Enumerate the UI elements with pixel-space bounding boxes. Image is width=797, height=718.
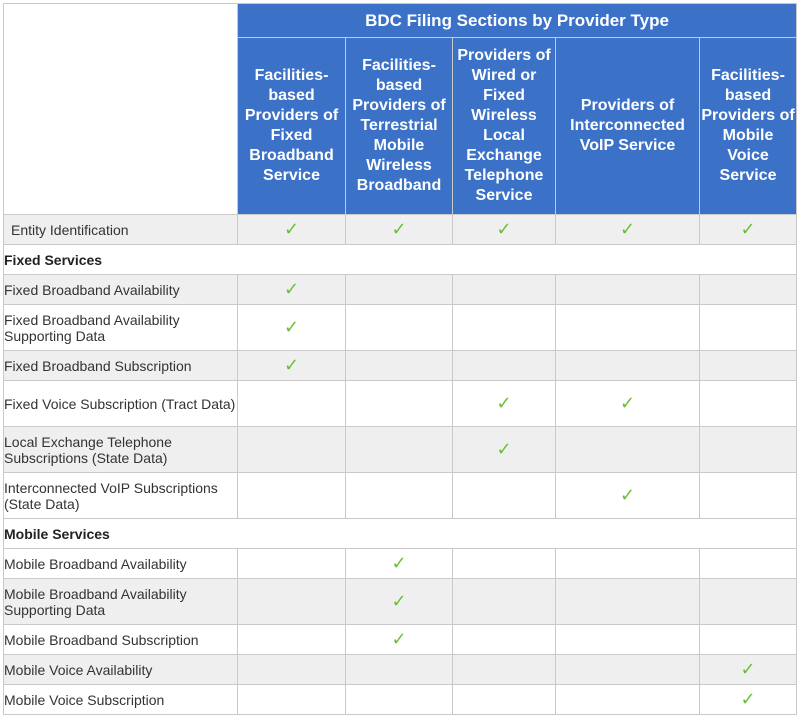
empty-cell [555, 548, 700, 579]
table-row: Fixed Voice Subscription (Tract Data) ✓ ✓ [3, 380, 797, 427]
table-row: Entity Identification ✓ ✓ ✓ ✓ ✓ [3, 214, 797, 245]
table-row: Mobile Broadband Availability ✓ [3, 548, 797, 579]
empty-cell [555, 304, 700, 351]
empty-cell [452, 654, 556, 685]
table-row: Mobile Broadband Availability Supporting… [3, 578, 797, 625]
group-title: BDC Filing Sections by Provider Type [236, 3, 797, 38]
empty-cell [555, 684, 700, 715]
bdc-filing-table: BDC Filing Sections by Provider Type Fac… [2, 3, 797, 715]
checkmark-icon: ✓ [698, 214, 797, 245]
row-label: Mobile Voice Subscription [3, 684, 238, 715]
row-label: Fixed Broadband Availability Supporting … [3, 304, 238, 351]
row-label: Fixed Broadband Availability [3, 274, 238, 305]
empty-cell [345, 274, 453, 305]
empty-cell [345, 684, 453, 715]
checkmark-icon: ✓ [237, 274, 346, 305]
empty-cell [698, 578, 797, 625]
table-row: Fixed Broadband Availability ✓ [3, 274, 797, 305]
empty-cell [237, 654, 346, 685]
empty-cell [452, 684, 556, 715]
empty-cell [237, 380, 346, 427]
column-header-voip: Providers of Interconnected VoIP Service [555, 37, 700, 215]
checkmark-icon: ✓ [698, 684, 797, 715]
table-row: Fixed Broadband Subscription ✓ [3, 350, 797, 381]
empty-cell [452, 274, 556, 305]
row-label: Mobile Voice Availability [3, 654, 238, 685]
empty-cell [698, 380, 797, 427]
checkmark-icon: ✓ [452, 380, 556, 427]
empty-cell [237, 578, 346, 625]
empty-cell [452, 624, 556, 655]
empty-cell [237, 684, 346, 715]
checkmark-icon: ✓ [237, 214, 346, 245]
empty-cell [345, 380, 453, 427]
row-label: Mobile Broadband Subscription [3, 624, 238, 655]
checkmark-icon: ✓ [237, 350, 346, 381]
row-label: Entity Identification [3, 214, 238, 245]
checkmark-icon: ✓ [452, 426, 556, 473]
empty-cell [452, 304, 556, 351]
table-row: Mobile Broadband Subscription ✓ [3, 624, 797, 655]
empty-cell [698, 304, 797, 351]
section-label: Mobile Services [2, 518, 797, 549]
empty-cell [237, 548, 346, 579]
checkmark-icon: ✓ [345, 578, 453, 625]
table-row: Mobile Voice Availability ✓ [3, 654, 797, 685]
column-header-local-exchange: Providers of Wired or Fixed Wireless Loc… [452, 37, 556, 215]
empty-cell [698, 472, 797, 519]
empty-cell [452, 548, 556, 579]
empty-cell [345, 426, 453, 473]
table-row: Interconnected VoIP Subscriptions (State… [3, 472, 797, 519]
section-row: Mobile Services [2, 518, 797, 549]
row-label: Fixed Broadband Subscription [3, 350, 238, 381]
table-body: Entity Identification ✓ ✓ ✓ ✓ ✓ Fixed Services… [2, 214, 797, 715]
checkmark-icon: ✓ [698, 654, 797, 685]
checkmark-icon: ✓ [555, 380, 700, 427]
row-label: Mobile Broadband Availability Supporting… [3, 578, 238, 625]
empty-cell [698, 426, 797, 473]
empty-cell [237, 472, 346, 519]
table-row: Fixed Broadband Availability Supporting … [3, 304, 797, 351]
empty-cell [555, 578, 700, 625]
empty-cell [555, 274, 700, 305]
empty-cell [555, 350, 700, 381]
empty-cell [452, 578, 556, 625]
empty-cell [237, 426, 346, 473]
checkmark-icon: ✓ [555, 214, 700, 245]
section-label: Fixed Services [2, 244, 797, 275]
row-label: Fixed Voice Subscription (Tract Data) [3, 380, 238, 427]
checkmark-icon: ✓ [345, 214, 453, 245]
column-header-mobile-voice: Facilities-based Providers of Mobile Voi… [698, 37, 797, 215]
checkmark-icon: ✓ [345, 548, 453, 579]
table-row: Mobile Voice Subscription ✓ [3, 684, 797, 715]
empty-cell [452, 472, 556, 519]
empty-cell [555, 426, 700, 473]
checkmark-icon: ✓ [345, 624, 453, 655]
checkmark-icon: ✓ [237, 304, 346, 351]
column-header-mobile-broadband: Facilities-based Providers of Terrestria… [345, 37, 453, 215]
empty-cell [698, 274, 797, 305]
row-label: Local Exchange Telephone Subscriptions (… [3, 426, 238, 473]
row-label: Mobile Broadband Availability [3, 548, 238, 579]
empty-cell [345, 472, 453, 519]
empty-cell [555, 654, 700, 685]
table-row: Local Exchange Telephone Subscriptions (… [3, 426, 797, 473]
row-label: Interconnected VoIP Subscriptions (State… [3, 472, 238, 519]
empty-cell [698, 350, 797, 381]
empty-cell [452, 350, 556, 381]
empty-cell [237, 624, 346, 655]
header-corner [3, 3, 238, 215]
empty-cell [698, 548, 797, 579]
empty-cell [345, 304, 453, 351]
section-row: Fixed Services [2, 244, 797, 275]
empty-cell [698, 624, 797, 655]
column-header-fixed-broadband: Facilities-based Providers of Fixed Broa… [237, 37, 346, 215]
checkmark-icon: ✓ [452, 214, 556, 245]
checkmark-icon: ✓ [555, 472, 700, 519]
empty-cell [345, 654, 453, 685]
empty-cell [345, 350, 453, 381]
empty-cell [555, 624, 700, 655]
